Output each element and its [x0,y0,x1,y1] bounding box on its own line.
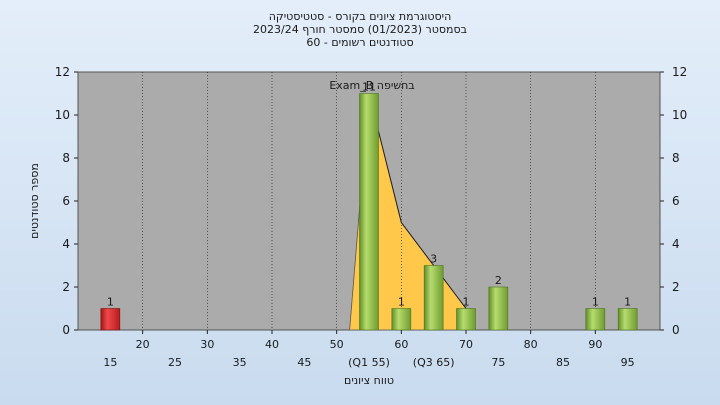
bar-15 [100,308,121,331]
gridlines [142,72,596,330]
x-tick-label-65: (Q3 65) [413,356,455,369]
x-tick-label-45: 45 [297,356,311,369]
title-line-3: סטודנטים רשומים - 60 [306,36,413,49]
area-series-line [368,93,467,309]
x-tick-label-80: 80 [524,338,538,351]
title-line-1: היסטוגרמת ציונים בקורס - סטטיסטיקה [269,10,452,23]
x-tick-label-85: 85 [556,356,570,369]
x-tick-label-35: 35 [233,356,247,369]
y-tick-label-left-0: 0 [62,323,70,337]
data-label-95: 1 [624,296,631,309]
x-axis-title: טווח ציונים [344,374,394,387]
data-label-90: 1 [592,296,599,309]
x-tick-label-20: 20 [136,338,150,351]
bar-60 [391,308,412,331]
x-tick-label-90: 90 [588,338,602,351]
y-tick-label-right-4: 4 [672,237,680,251]
y-tick-label-right-8: 8 [672,151,680,165]
data-label-75: 2 [495,274,502,287]
x-tick-label-25: 25 [168,356,182,369]
y-tick-label-right-2: 2 [672,280,680,294]
bar-90 [585,308,606,331]
bar-55 [359,93,379,331]
y-tick-label-right-10: 10 [672,108,687,122]
data-label-65: 3 [430,253,437,266]
x-tick-label-50: 50 [330,338,344,351]
x-tick-label-70: 70 [459,338,473,351]
y-tick-label-left-4: 4 [62,237,70,251]
data-label-15: 1 [107,296,114,309]
y-tick-label-right-6: 6 [672,194,680,208]
bar-70 [456,308,476,331]
chart-title: היסטוגרמת ציונים בקורס - סטטיסטיקה בסמסט… [253,10,467,49]
x-tick-label-60: 60 [394,338,408,351]
x-tick-label-95: 95 [621,356,635,369]
bar-95 [617,308,638,331]
data-label-60: 1 [398,296,405,309]
y-tick-label-left-12: 12 [55,65,70,79]
bars [100,93,638,331]
area-series-label: Exam_B בחשיפה [329,79,414,92]
y-tick-label-left-6: 6 [62,194,70,208]
x-tick-label-15: 15 [103,356,117,369]
bar-65 [423,265,444,331]
y-tick-label-right-12: 12 [672,65,687,79]
y-tick-label-left-8: 8 [62,151,70,165]
x-tick-label-30: 30 [200,338,214,351]
data-label-55: 11 [362,81,376,94]
y-tick-label-right-0: 0 [672,323,680,337]
bar-75 [488,286,509,331]
x-tick-label-40: 40 [265,338,279,351]
y-tick-label-left-10: 10 [55,108,70,122]
title-line-2: בסמסטר (01/2023) סמסטר חורף 2023/24 [253,23,467,36]
x-tick-label-55: (Q1 55) [348,356,390,369]
data-label-70: 1 [463,296,470,309]
x-tick-label-75: 75 [491,356,505,369]
y-tick-label-left-2: 2 [62,280,70,294]
y-axis-title: מספר סטודנטים [28,163,41,239]
